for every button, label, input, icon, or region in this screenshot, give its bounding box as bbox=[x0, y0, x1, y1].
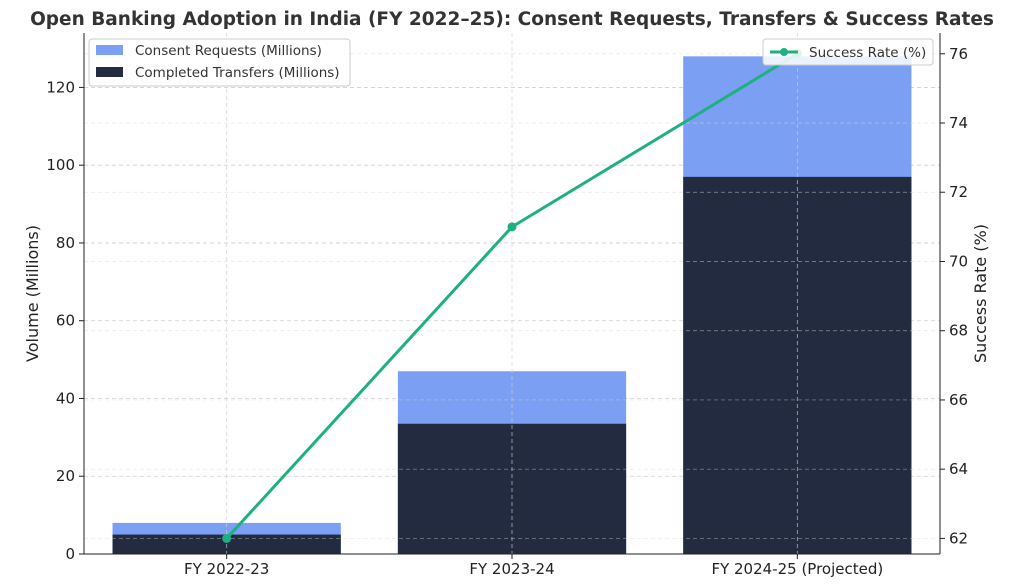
y2-tick-label: 68 bbox=[949, 322, 968, 340]
bars bbox=[112, 56, 912, 554]
y-tick-label: 120 bbox=[46, 78, 75, 96]
legend-swatch-consent-requests bbox=[96, 45, 123, 55]
legend-swatch-completed-transfers bbox=[96, 67, 123, 77]
y2-axis-title: Success Rate (%) bbox=[971, 224, 990, 363]
y2-tick-label: 74 bbox=[949, 114, 968, 132]
y-tick-label: 20 bbox=[56, 467, 75, 485]
success-rate-point bbox=[222, 533, 232, 543]
x-tick-label: FY 2022-23 bbox=[184, 560, 269, 578]
legend-label-completed-transfers: Completed Transfers (Millions) bbox=[135, 65, 340, 81]
y2-tick-label: 72 bbox=[949, 183, 968, 201]
y-tick-label: 40 bbox=[56, 389, 75, 407]
legend-right: Success Rate (%) bbox=[762, 38, 934, 66]
y2-tick-label: 64 bbox=[949, 460, 968, 478]
legend-swatch-success-rate-point bbox=[780, 48, 788, 56]
success-rate-point bbox=[507, 222, 517, 232]
y-axis-title: Volume (Millions) bbox=[23, 225, 42, 362]
legend-label-consent-requests: Consent Requests (Millions) bbox=[135, 43, 322, 59]
y-tick-label: 80 bbox=[56, 234, 75, 252]
y2-tick-label: 66 bbox=[949, 391, 968, 409]
y2-tick-label: 62 bbox=[949, 529, 968, 547]
chart-title: Open Banking Adoption in India (FY 2022–… bbox=[30, 9, 994, 30]
y2-tick-label: 70 bbox=[949, 252, 968, 270]
legend-label-success-rate: Success Rate (%) bbox=[809, 45, 926, 61]
y-tick-label: 60 bbox=[56, 312, 75, 330]
x-tick-label: FY 2023-24 bbox=[469, 560, 554, 578]
legend-right-box bbox=[762, 38, 934, 66]
legend-left-box bbox=[88, 38, 351, 87]
y-tick-label: 0 bbox=[65, 545, 75, 563]
axes: 0 20 40 60 80 100 120 62 64 66 68 70 72 74 76 FY 2022-2… bbox=[46, 33, 968, 578]
x-tick-label: FY 2024-25 (Projected) bbox=[711, 560, 883, 578]
legend-left: Consent Requests (Millions) Completed Tra… bbox=[88, 38, 351, 87]
y2-tick-label: 76 bbox=[949, 45, 968, 63]
y-tick-label: 100 bbox=[46, 156, 75, 174]
